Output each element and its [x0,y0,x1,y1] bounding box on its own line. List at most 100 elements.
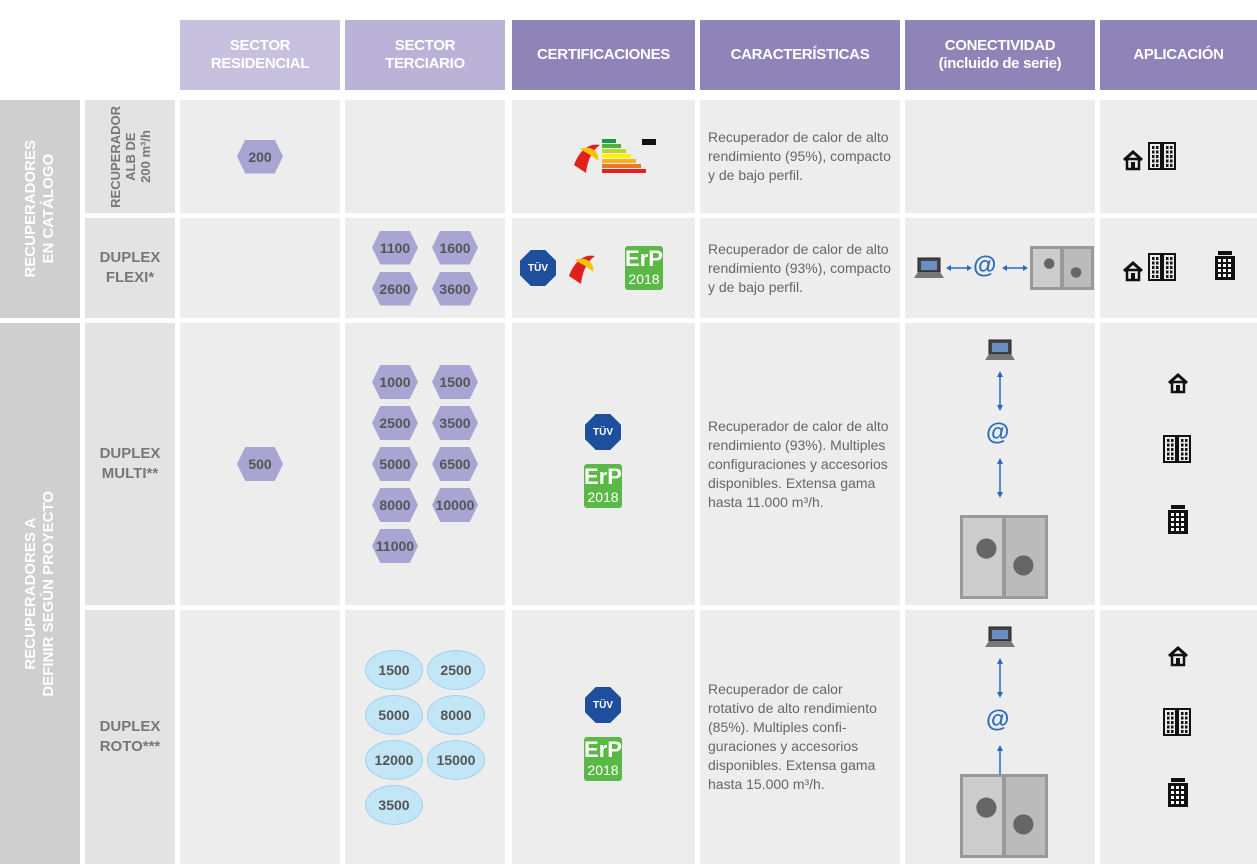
table-cell [700,610,900,864]
column-header-text: CARACTERÍSTICAS [730,46,870,63]
capacity-badge: 12000 [365,739,423,780]
capacity-badge: 1100 [372,230,418,265]
capacity-badge: 5000 [365,694,423,735]
model-label: DUPLEX MULTI** [85,323,175,605]
office-icon [1163,708,1191,736]
group-label-text: RECUPERADORES A DEFINIR SEGÚN PROYECTO [22,490,57,697]
erp-badge: ErP 2018 [584,737,622,781]
capacity-badge: 1500 [432,365,478,399]
column-header-text: SECTOR TERCIARIO [385,37,465,72]
group-label: RECUPERADORES EN CATÁLOGO [0,100,80,318]
hotel-icon [1168,778,1188,807]
unit-icon [960,774,1048,858]
office-icon [1163,435,1191,463]
erp-label: ErP [625,246,663,271]
erp-label: ErP [584,737,622,762]
house-icon [1123,149,1143,170]
table-cell [180,218,340,318]
table-cell [1100,610,1257,864]
table-cell [345,218,505,318]
model-cell [85,323,175,605]
capacity-badge: 8000 [427,694,485,735]
description-text: Recuperador de calor de alto rendimiento… [708,417,889,510]
capacity-badge: 500 [237,447,283,481]
laptop-icon [985,339,1015,360]
capacity-badge: 3500 [432,406,478,440]
description: Recuperador de calor de alto rendimiento… [700,323,900,605]
capacity-badge: 1600 [432,230,478,265]
erp-year: 2018 [587,762,619,778]
column-header: APLICACIÓN [1100,20,1257,90]
column-header: SECTOR RESIDENCIAL [180,20,340,90]
table-cell [345,100,505,213]
capacity-badge: 6500 [432,447,478,481]
house-icon [1168,645,1188,667]
capacity-badge: 11000 [372,529,418,563]
table-cell [905,100,1095,213]
tuv-badge: TÜV [585,687,621,723]
capacity-badge: 3600 [432,271,478,306]
connectivity-symbol: @ [986,706,1010,733]
table-cell [700,100,900,213]
erp-year: 2018 [587,489,619,505]
model-label-text: DUPLEX FLEXI* [99,249,161,286]
capacity-badge: 1500 [365,649,423,690]
link-arrow [997,458,1003,498]
certification-logo [569,255,595,284]
description: Recuperador de calor de alto rendimiento… [700,218,900,318]
house-icon [1168,372,1188,394]
model-label: DUPLEX ROTO*** [85,610,175,864]
capacity-badge: 1000 [372,365,418,399]
capacity-badge: 3500 [365,784,423,825]
link-arrow [1002,265,1028,271]
table-cell [1100,323,1257,605]
erp-year: 2018 [628,271,660,287]
capacity-badge: 2500 [427,649,485,690]
hotel-icon [1215,251,1235,280]
link-arrow [946,265,972,271]
table-cell [345,323,505,605]
link-arrow [997,658,1003,698]
column-header: SECTOR TERCIARIO [345,20,505,90]
table-cell [700,323,900,605]
erp-label: ErP [584,464,622,489]
capacity-badge: 2600 [372,271,418,306]
model-label-text: DUPLEX ROTO*** [99,718,161,755]
table-cell [700,218,900,318]
certification-logo [574,144,600,173]
connectivity-symbol: @ [973,252,997,279]
description-text: Recuperador de calor de alto rendimiento… [708,129,891,183]
group-label: RECUPERADORES A DEFINIR SEGÚN PROYECTO [0,323,80,864]
model-label-text: DUPLEX MULTI** [99,445,161,482]
laptop-icon [914,257,944,278]
table-cell [345,610,505,864]
column-header-text: SECTOR RESIDENCIAL [210,37,310,72]
unit-icon [960,515,1048,599]
capacity-badge: 5000 [372,447,418,481]
house-icon [1123,260,1143,282]
column-header: CARACTERÍSTICAS [700,20,900,90]
model-cell [85,100,175,213]
model-cell [85,218,175,318]
description-text: Recuperador de calor rotativo de alto re… [708,681,877,792]
tuv-badge: TÜV [585,414,621,450]
laptop-icon [985,626,1015,647]
description-text: Recuperador de calor de alto rendimiento… [708,240,891,295]
capacity-badge: 8000 [372,488,418,522]
hotel-icon [1168,505,1188,534]
table-cell [180,610,340,864]
model-label: DUPLEX FLEXI* [85,218,175,318]
capacity-badge: 200 [237,139,283,174]
erp-badge: ErP 2018 [625,246,663,290]
capacity-badge: 2500 [372,406,418,440]
office-icon [1148,141,1176,170]
column-header: CONECTIVIDAD (incluido de serie) [905,20,1095,90]
group-label-text: RECUPERADORES EN CATÁLOGO [22,140,57,278]
link-arrow [997,371,1003,411]
column-header-text: CONECTIVIDAD (incluido de serie) [938,37,1062,72]
erp-badge: ErP 2018 [584,464,622,508]
connectivity-symbol: @ [986,419,1010,446]
model-label: RECUPERADOR ALB DE 200 m³/h [85,100,175,213]
office-icon [1148,253,1176,281]
